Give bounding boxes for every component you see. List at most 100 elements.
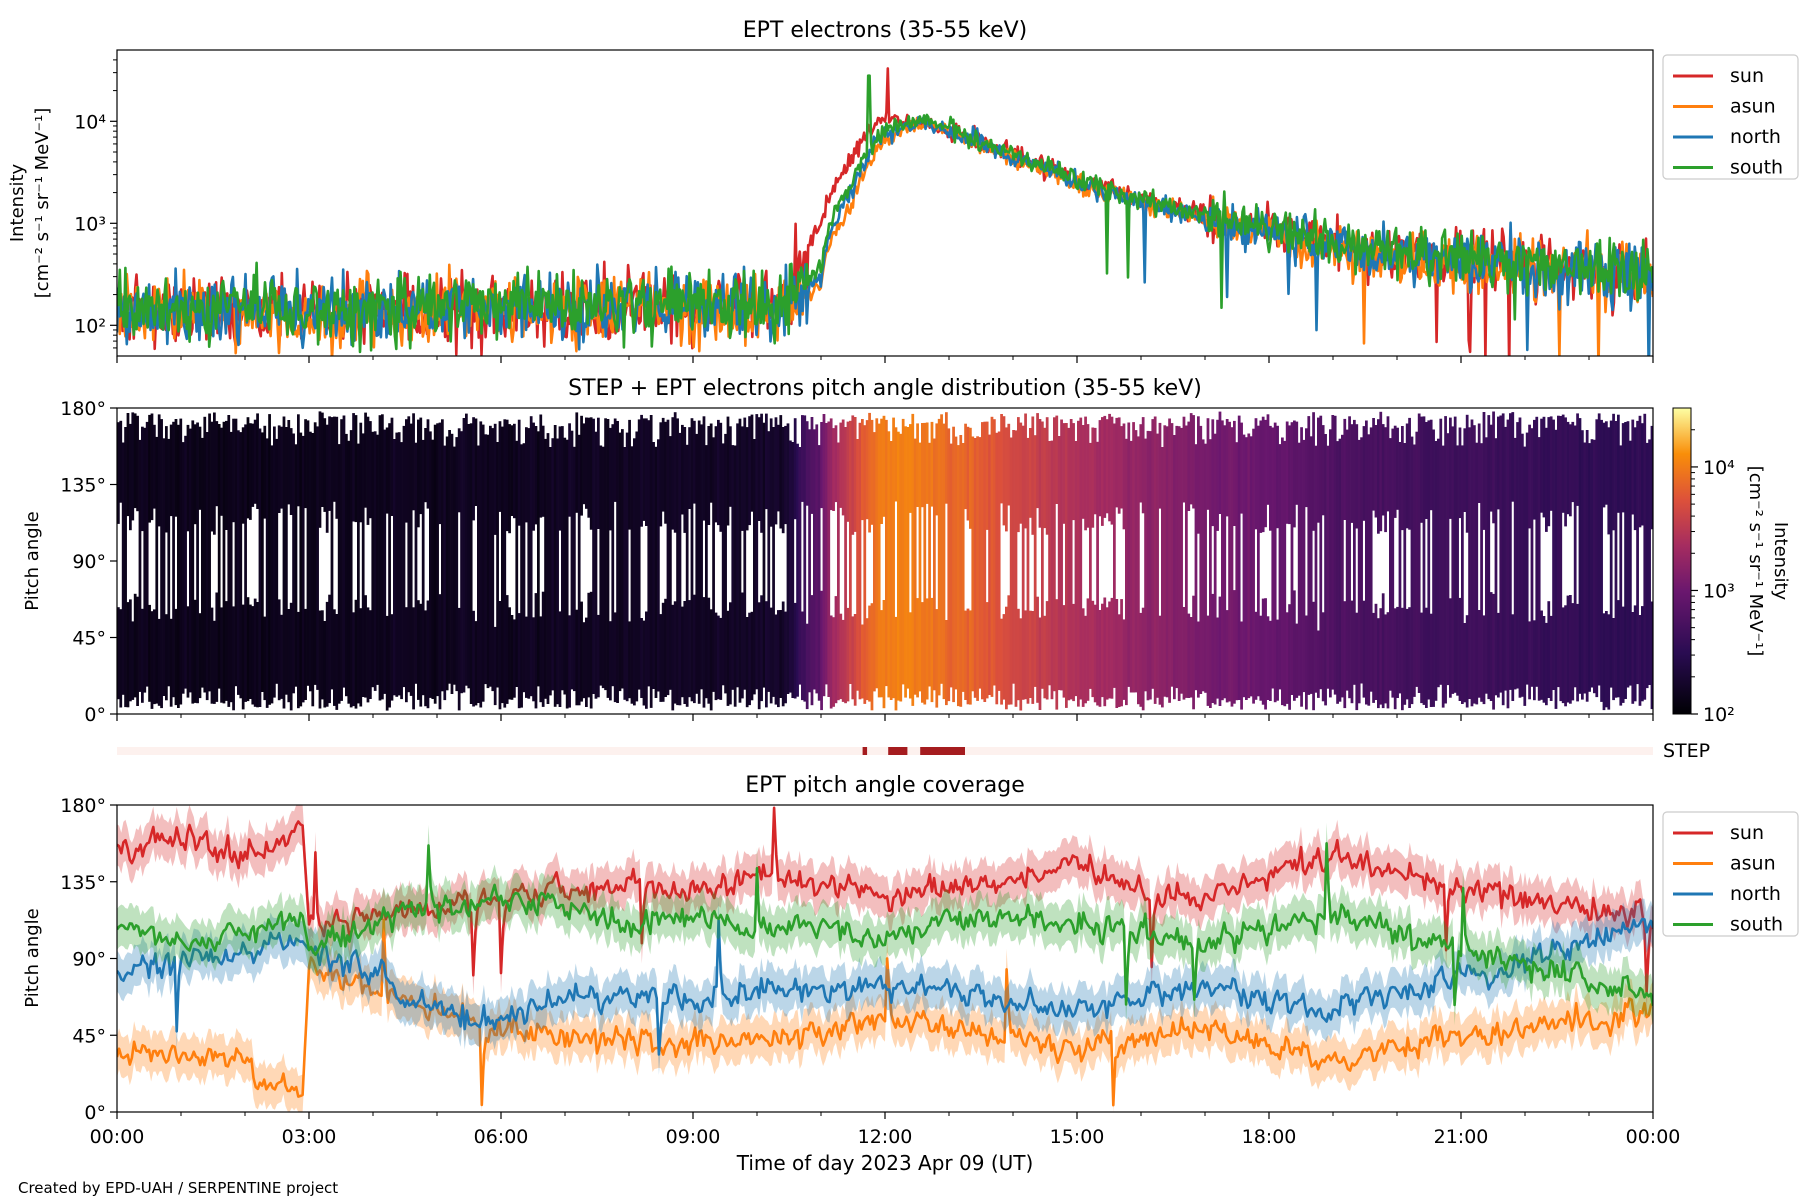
heat-cell: [1516, 422, 1519, 689]
heat-cell: [901, 418, 905, 685]
heat-cell: [695, 433, 699, 694]
heat-cell: [676, 418, 679, 706]
heat-cell: [117, 607, 120, 700]
heat-cell: [1427, 420, 1431, 700]
heat-cell: [1547, 417, 1551, 527]
series-line-south: [117, 74, 1653, 354]
heat-cell: [541, 425, 545, 517]
heat-cell: [1242, 434, 1246, 698]
heat-cell: [1633, 427, 1637, 531]
heat-cell: [525, 616, 528, 698]
heat-cell: [1014, 430, 1018, 707]
heat-cell: [808, 429, 811, 693]
heat-cell: [930, 421, 934, 507]
heat-cell: [1422, 416, 1426, 705]
heat-cell: [1122, 423, 1126, 530]
heat-cell: [637, 419, 641, 690]
heat-cell: [510, 615, 514, 700]
heat-cell: [289, 602, 293, 711]
heat-cell: [1144, 438, 1147, 692]
heat-cell: [1494, 438, 1498, 696]
heat-cell: [832, 428, 835, 511]
heat-cell: [1134, 430, 1138, 693]
heat-cell: [222, 421, 226, 704]
heat-cell: [1252, 428, 1255, 704]
heat-cell: [1444, 416, 1447, 704]
heat-cell: [522, 443, 526, 693]
heat-cell: [1506, 419, 1510, 709]
heat-cell: [1576, 413, 1579, 506]
heat-cell: [661, 602, 665, 702]
heat-cell: [681, 606, 684, 698]
heat-cell: [1096, 441, 1099, 706]
heat-cell: [191, 420, 195, 704]
heat-cell: [738, 418, 742, 703]
heat-cell: [136, 596, 139, 706]
heat-cell: [741, 426, 744, 531]
heat-cell: [1355, 424, 1359, 529]
heat-cell: [1386, 416, 1390, 512]
heat-cell: [1629, 440, 1632, 686]
heat-cell: [1631, 419, 1635, 515]
heat-cell: [1645, 442, 1649, 689]
heat-cell: [1110, 416, 1114, 525]
heat-cell: [1449, 598, 1452, 698]
heat-cell: [304, 419, 307, 509]
heat-cell: [551, 438, 555, 691]
heat-cell: [1612, 618, 1615, 701]
heat-cell: [1441, 445, 1445, 708]
coverage-line-sun: [117, 806, 1653, 994]
heat-cell: [532, 422, 535, 531]
heat-cell: [1482, 615, 1486, 705]
heat-cell: [453, 446, 456, 685]
heat-cell: [273, 426, 276, 698]
heat-cell: [275, 438, 279, 684]
heat-cell: [745, 617, 749, 708]
heat-cell: [1235, 442, 1239, 701]
heat-cell: [568, 423, 571, 517]
heat-cell: [561, 426, 564, 691]
heat-cell: [1345, 429, 1349, 691]
heat-cell: [568, 615, 571, 708]
heat-cell: [647, 420, 651, 687]
heat-cell: [1081, 425, 1085, 519]
heat-cell: [904, 426, 907, 698]
heat-cell: [1621, 606, 1625, 703]
heat-cell: [623, 447, 627, 700]
heat-cell: [455, 437, 459, 692]
x-axis: 00:00 03:00 06:00 09:00 12:00 15:00 18:00 21:00…: [90, 1112, 1680, 1148]
heat-cell: [1211, 419, 1215, 527]
heat-cell: [1420, 416, 1423, 523]
heat-cell: [364, 412, 367, 508]
heat-cell: [971, 436, 975, 692]
heat-cell: [162, 438, 166, 696]
heat-cell: [633, 438, 636, 706]
heat-cell: [683, 601, 687, 704]
heat-cell: [705, 445, 708, 699]
heat-cell: [1077, 420, 1080, 707]
heat-cell: [198, 613, 202, 699]
heat-cell: [1324, 434, 1327, 706]
heat-cell: [1497, 416, 1500, 510]
heat-cell: [1569, 595, 1572, 704]
heat-cell: [357, 443, 360, 704]
heat-cell: [325, 424, 329, 533]
heat-cell: [1069, 419, 1073, 700]
heat-cell: [1120, 426, 1123, 509]
heat-cell: [1264, 419, 1267, 528]
heat-cell: [1401, 607, 1404, 711]
heat-cell: [1429, 419, 1433, 511]
heat-cell: [465, 413, 468, 686]
heat-cell: [597, 417, 600, 529]
heat-cell: [1113, 423, 1116, 688]
heat-cell: [870, 419, 874, 525]
heat-cell: [1182, 607, 1186, 700]
heat-cell: [678, 432, 682, 706]
heat-cell: [757, 417, 761, 521]
heat-cell: [256, 602, 259, 708]
heat-cell: [364, 595, 367, 698]
heat-cell: [1033, 435, 1037, 687]
heat-cell: [1137, 436, 1140, 705]
heat-cell: [772, 427, 775, 697]
heat-cell: [846, 607, 850, 702]
